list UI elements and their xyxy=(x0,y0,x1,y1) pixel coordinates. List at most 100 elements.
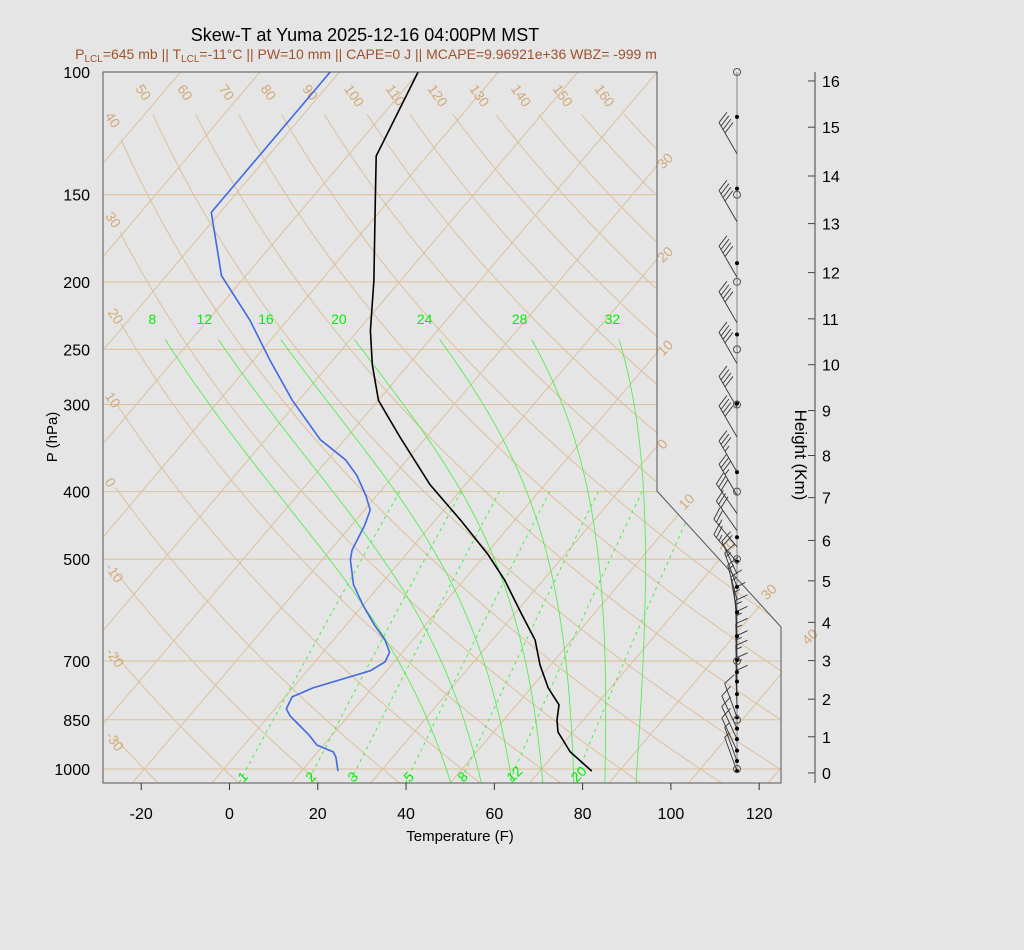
dry-adiabat-line xyxy=(114,570,321,783)
mixing-ratio-line xyxy=(458,491,599,783)
barb-flag xyxy=(718,365,728,377)
y-tick-label: 1000 xyxy=(54,762,90,779)
dry-adiabat-line xyxy=(280,114,781,783)
t-lcl-subscript: LCL xyxy=(181,54,200,65)
isotherm-label: 0 xyxy=(654,435,671,452)
barb-flag xyxy=(724,122,734,134)
barb-half-flag xyxy=(735,624,742,629)
dry-adiabat-label: 80 xyxy=(258,81,280,103)
moist-adiabat-line xyxy=(618,339,646,783)
height-axis-label: Height (Km) xyxy=(791,410,810,501)
mandatory-level-circle xyxy=(733,765,741,773)
dry-adiabat-line xyxy=(120,139,724,783)
wind-level-dot xyxy=(735,679,739,684)
barb-staff xyxy=(724,552,738,588)
moist-adiabat-line xyxy=(217,339,482,783)
barb-flag xyxy=(718,281,728,292)
barb-staff xyxy=(713,518,738,548)
wind-level-dot xyxy=(735,670,739,675)
wind-barb xyxy=(718,235,738,278)
wind-level-dot xyxy=(735,759,739,764)
barb-staff xyxy=(715,500,738,531)
wind-level-dot xyxy=(735,114,739,119)
height-tick-label: 14 xyxy=(822,169,840,186)
wind-level-dot xyxy=(735,535,739,540)
barb-flag xyxy=(724,405,734,417)
mandatory-level-circle xyxy=(733,657,741,666)
barb-flag xyxy=(720,284,730,296)
moist-adiabat-line xyxy=(531,339,607,783)
barb-flag xyxy=(718,235,728,247)
wind-barb xyxy=(721,686,738,729)
dry-adiabat-label: 70 xyxy=(216,81,238,103)
barb-staff xyxy=(727,565,738,601)
barb-flag xyxy=(716,510,723,523)
barb-flag xyxy=(720,238,730,250)
barb-staff xyxy=(721,717,738,751)
wind-barb xyxy=(718,111,738,154)
temperature-line xyxy=(369,72,593,772)
dry-adiabat-label: 150 xyxy=(550,81,577,109)
wind-level-dot xyxy=(735,726,739,731)
dry-adiabat-line xyxy=(113,736,160,783)
wind-barb xyxy=(718,321,738,364)
barb-flag xyxy=(720,433,730,445)
y-axis-label: P (hPa) xyxy=(44,412,61,463)
mandatory-level-circle xyxy=(733,345,741,354)
barb-flag xyxy=(724,245,734,257)
isotherm-line xyxy=(210,72,781,783)
isotherm-line xyxy=(131,72,738,783)
barb-flag xyxy=(713,507,721,520)
sounding-profiles xyxy=(210,72,593,772)
barb-flag xyxy=(722,460,732,472)
x-tick-label: 40 xyxy=(397,806,415,823)
barb-flag xyxy=(735,594,748,601)
mandatory-level-circle xyxy=(733,555,741,564)
isotherm-line xyxy=(0,72,22,784)
wind-barb xyxy=(721,708,738,751)
y-tick-label: 100 xyxy=(63,65,90,82)
barb-flag xyxy=(721,696,731,707)
x-tick-label: 100 xyxy=(658,806,685,823)
barb-flag xyxy=(716,525,723,538)
mixing-ratio-line xyxy=(348,491,500,783)
height-tick-label: 9 xyxy=(822,404,831,421)
moist-adiabat-line xyxy=(439,339,575,783)
isotherm-label: 40 xyxy=(799,625,821,647)
chart-subtitle: PLCL=645 mb || TLCL=-11°C || PW=10 mm ||… xyxy=(75,46,657,65)
barb-flag xyxy=(735,617,748,625)
x-tick-label: -20 xyxy=(130,806,153,823)
barb-flag xyxy=(722,242,732,254)
dry-adiabat-line xyxy=(195,114,781,783)
wind-barb xyxy=(724,674,738,718)
moist-adiabat-label: 24 xyxy=(417,311,433,327)
p-lcl-subscript: LCL xyxy=(84,54,103,65)
wind-barb xyxy=(724,722,738,762)
barb-flag xyxy=(720,183,730,195)
wind-level-dot xyxy=(735,261,739,266)
x-tick-label: 80 xyxy=(574,806,592,823)
dry-adiabat-label: -20 xyxy=(103,645,128,671)
dry-adiabat-label: 100 xyxy=(341,81,368,109)
x-axis-label: Temperature (F) xyxy=(406,828,514,845)
barb-staff xyxy=(721,695,738,729)
barb-flag xyxy=(720,496,729,508)
barb-staff xyxy=(718,405,738,438)
barb-flag xyxy=(722,372,732,384)
y-tick-label: 300 xyxy=(63,398,90,415)
dry-adiabat-label: 60 xyxy=(174,81,196,103)
wind-barb xyxy=(718,430,738,473)
barb-flag xyxy=(730,569,742,578)
barb-flag xyxy=(722,328,732,340)
isotherm-line xyxy=(103,72,579,783)
moist-adiabat-line xyxy=(280,339,513,783)
barb-flag xyxy=(720,457,730,468)
mixing-ratio-line xyxy=(572,491,701,783)
height-tick-label: 1 xyxy=(822,730,831,747)
mixing-ratio-label: 12 xyxy=(503,763,525,785)
y-tick-label: 400 xyxy=(63,485,90,502)
barb-half-flag xyxy=(735,612,742,617)
wind-level-dot xyxy=(735,584,739,589)
mixing-ratio-line xyxy=(238,491,401,783)
mandatory-level-circle xyxy=(733,487,741,496)
